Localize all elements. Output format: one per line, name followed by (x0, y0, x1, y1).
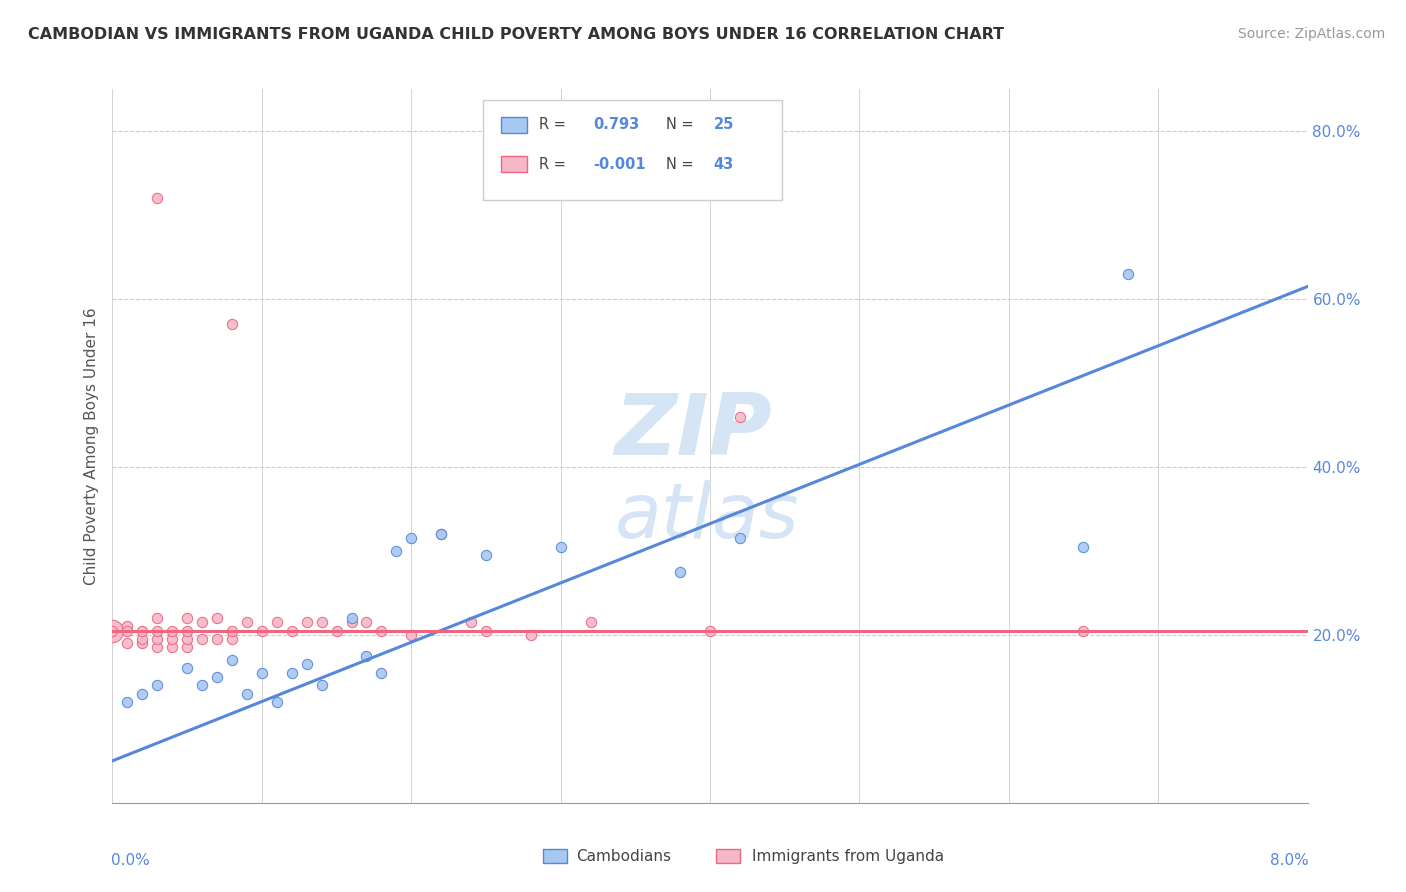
Point (131, 636, 153, 650)
Point (221, 653, 243, 667)
FancyBboxPatch shape (484, 100, 782, 200)
Point (311, 615, 333, 630)
Point (221, 632, 243, 646)
Text: Cambodians: Cambodians (576, 849, 671, 863)
Point (191, 632, 214, 646)
Point (101, 624, 124, 638)
Point (1118, 267, 1140, 281)
Point (460, 615, 482, 630)
Point (728, 532, 751, 546)
Point (520, 628, 543, 642)
Point (475, 624, 498, 638)
Point (117, 636, 139, 650)
Text: atlas: atlas (614, 481, 799, 554)
Point (325, 624, 347, 638)
Point (340, 611, 363, 625)
Text: R =: R = (538, 157, 567, 171)
Point (430, 527, 453, 541)
FancyBboxPatch shape (716, 849, 740, 863)
Point (295, 657, 318, 672)
Point (162, 640, 183, 655)
Point (131, 687, 153, 701)
Point (669, 565, 692, 579)
Point (475, 548, 498, 562)
FancyBboxPatch shape (543, 849, 567, 863)
Point (356, 615, 378, 630)
Point (550, 540, 572, 554)
Point (176, 611, 198, 625)
Point (146, 632, 169, 646)
Text: -0.001: -0.001 (593, 157, 645, 171)
Point (430, 527, 453, 541)
FancyBboxPatch shape (501, 117, 527, 133)
Point (131, 624, 153, 638)
Point (250, 665, 273, 680)
Point (146, 611, 169, 625)
Point (385, 544, 408, 558)
Point (266, 615, 288, 630)
Point (311, 678, 333, 692)
Point (401, 532, 423, 546)
Point (191, 615, 214, 630)
Point (117, 624, 139, 638)
Y-axis label: Child Poverty Among Boys Under 16: Child Poverty Among Boys Under 16 (83, 307, 98, 585)
Point (401, 628, 423, 642)
Point (281, 665, 304, 680)
Point (176, 640, 198, 655)
Point (117, 695, 139, 709)
Point (176, 632, 198, 646)
Point (1073, 540, 1095, 554)
Text: 8.0%: 8.0% (1270, 853, 1309, 868)
Point (281, 624, 304, 638)
Text: N =: N = (666, 157, 693, 171)
Point (579, 615, 602, 630)
Point (146, 678, 169, 692)
Point (205, 670, 228, 684)
Point (131, 632, 153, 646)
Point (117, 619, 139, 633)
Point (728, 409, 751, 424)
Point (205, 611, 228, 625)
Text: Source: ZipAtlas.com: Source: ZipAtlas.com (1237, 27, 1385, 41)
Text: N =: N = (666, 118, 693, 132)
Point (221, 624, 243, 638)
Text: ZIP: ZIP (614, 390, 772, 474)
Point (236, 687, 259, 701)
Point (146, 624, 169, 638)
Point (205, 632, 228, 646)
Text: 43: 43 (714, 157, 734, 171)
Point (295, 615, 318, 630)
Point (236, 615, 259, 630)
Point (699, 624, 721, 638)
Text: 0.793: 0.793 (593, 118, 640, 132)
Text: CAMBODIAN VS IMMIGRANTS FROM UGANDA CHILD POVERTY AMONG BOYS UNDER 16 CORRELATIO: CAMBODIAN VS IMMIGRANTS FROM UGANDA CHIL… (28, 27, 1004, 42)
Point (266, 695, 288, 709)
Point (250, 624, 273, 638)
Text: R =: R = (538, 118, 567, 132)
Point (162, 632, 183, 646)
Text: 0.0%: 0.0% (111, 853, 150, 868)
Point (101, 624, 124, 638)
Point (370, 665, 392, 680)
FancyBboxPatch shape (501, 156, 527, 172)
Point (1073, 624, 1095, 638)
Point (146, 640, 169, 655)
Point (191, 678, 214, 692)
Point (162, 624, 183, 638)
Point (356, 648, 378, 663)
Point (176, 661, 198, 675)
Point (221, 318, 243, 332)
Text: Immigrants from Uganda: Immigrants from Uganda (752, 849, 943, 863)
Text: 25: 25 (714, 118, 734, 132)
Point (146, 191, 169, 205)
Point (370, 624, 392, 638)
Point (176, 624, 198, 638)
Point (340, 615, 363, 630)
